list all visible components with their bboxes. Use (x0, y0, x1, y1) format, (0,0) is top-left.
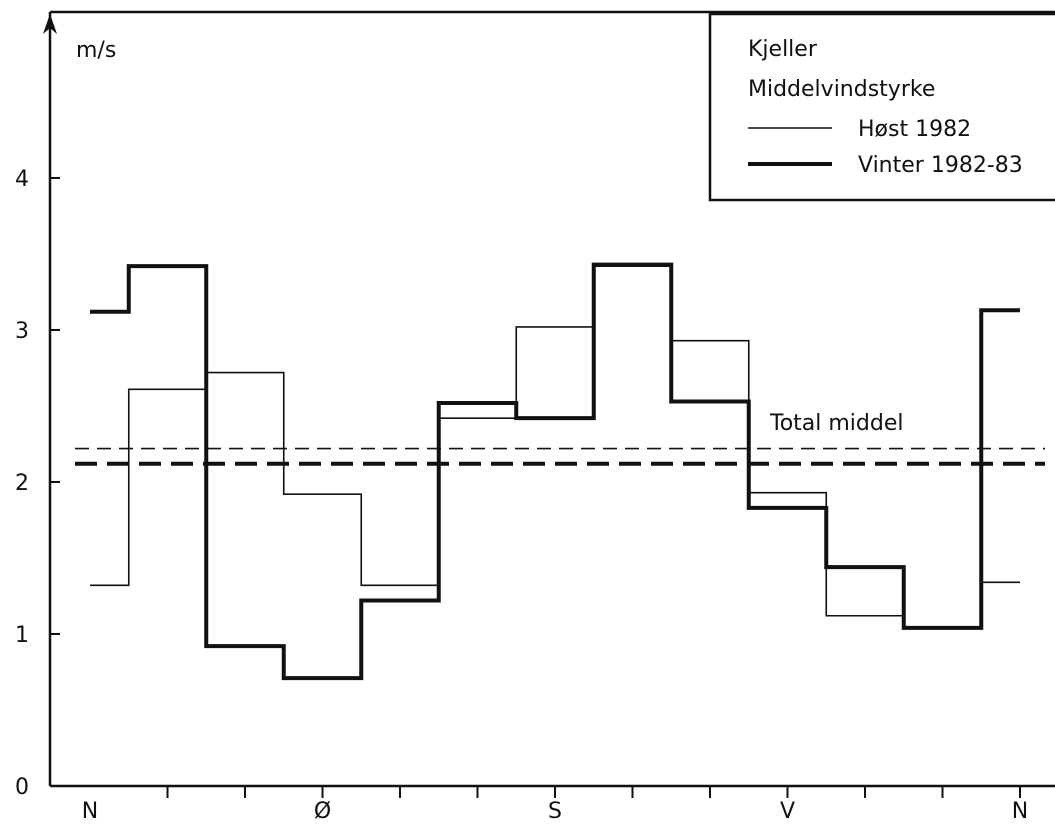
y-tick-label: 0 (15, 775, 29, 800)
y-tick-label: 4 (15, 167, 29, 192)
y-axis-arrowhead (43, 14, 57, 34)
y-tick-label: 1 (15, 623, 29, 648)
x-tick-label: S (548, 799, 562, 824)
legend-label-vinter: Vinter 1982-83 (858, 153, 1023, 178)
x-tick-label: Ø (314, 799, 331, 824)
x-tick-label: N (1012, 799, 1028, 824)
plot-layer: 0 1 2 3 4 N Ø S V N (15, 167, 1045, 824)
legend-box (708, 12, 1055, 202)
legend-label-host: Høst 1982 (858, 117, 971, 142)
legend: Kjeller Middelvindstyrke Høst 1982 Vinte… (708, 12, 1055, 202)
x-tick-label: V (780, 799, 795, 824)
y-tick-label: 3 (15, 319, 29, 344)
series-line-host-1982 (90, 265, 1020, 629)
legend-title: Kjeller (748, 37, 818, 62)
y-tick-label: 2 (15, 471, 29, 496)
y-unit-label: m/s (76, 38, 116, 63)
series-line-vinter-1982-83 (90, 262, 1020, 681)
total-mean-annotation: Total middel (769, 411, 904, 436)
x-tick-label: N (82, 799, 98, 824)
legend-subtitle: Middelvindstyrke (748, 77, 935, 102)
